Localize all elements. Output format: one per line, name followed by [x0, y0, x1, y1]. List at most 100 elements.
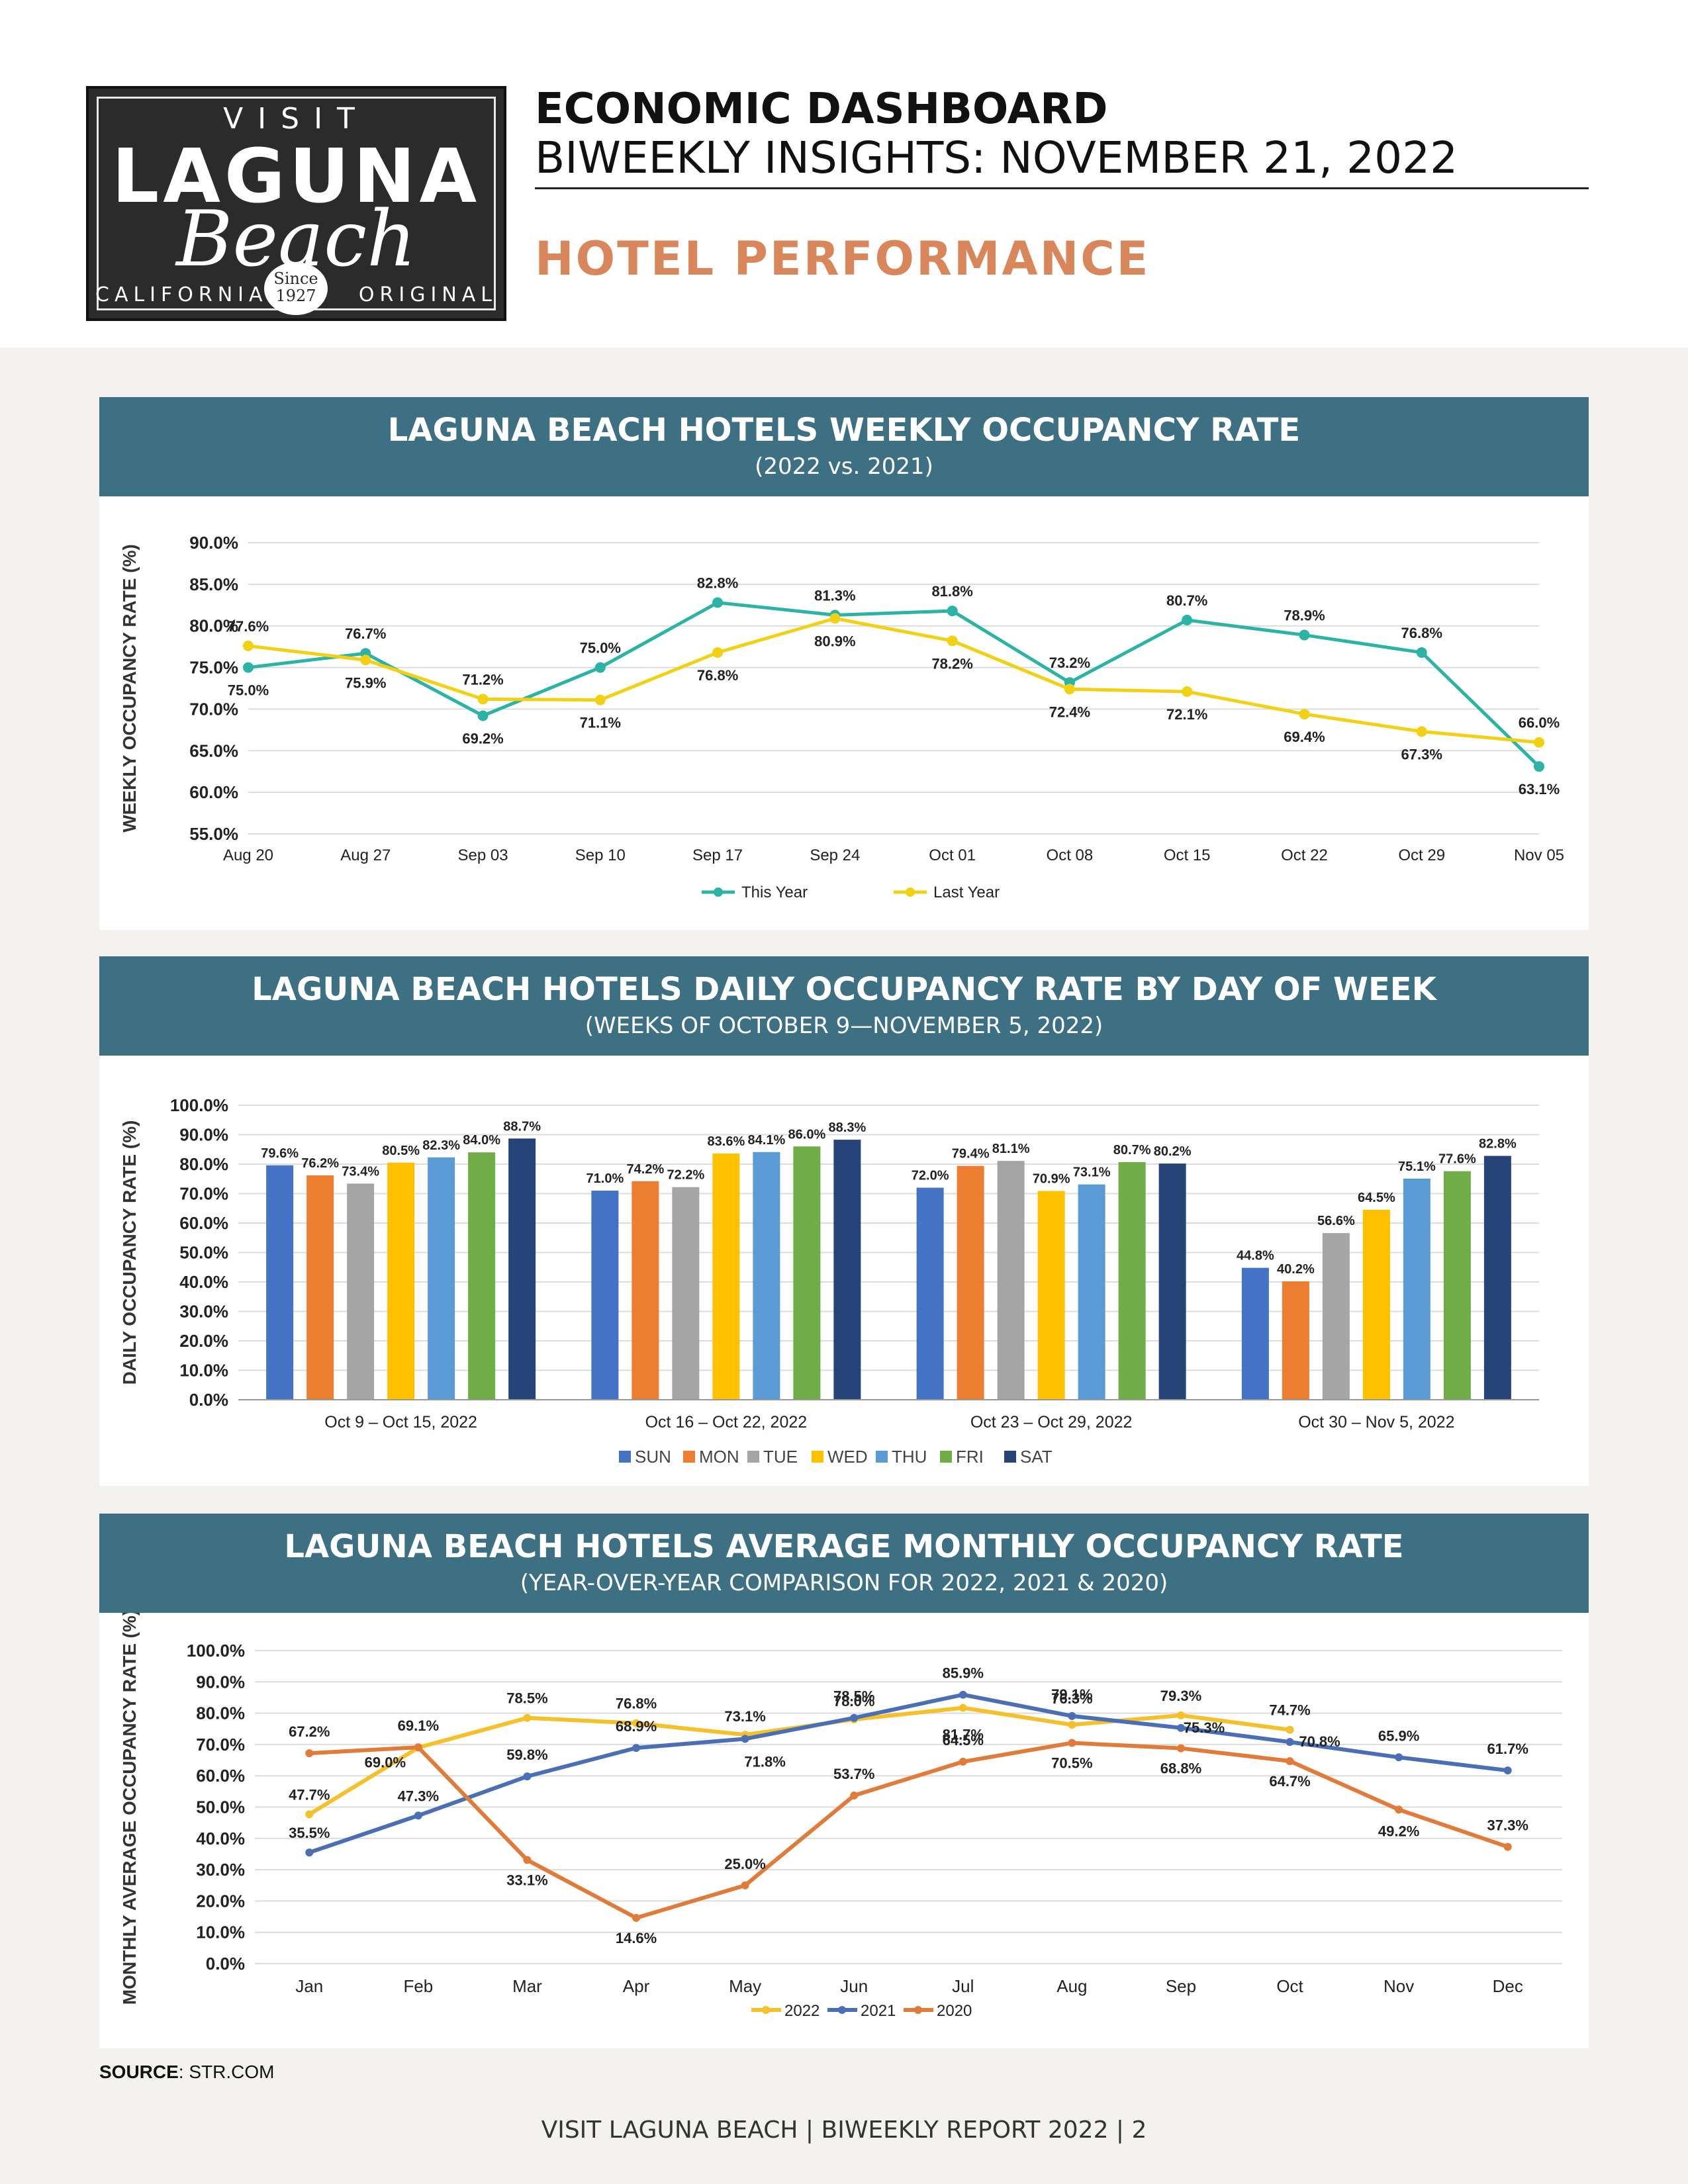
c2-data-label: 73.4%	[342, 1164, 379, 1179]
visit-laguna-beach-logo: VISIT LAGUNA Beach CALIFORNIA ORIGINAL S…	[86, 86, 506, 321]
c1-data-point	[594, 694, 606, 705]
c2-y-axis-title: DAILY OCCUPANCY RATE (%)	[119, 1120, 140, 1385]
c3-data-label: 73.1%	[724, 1708, 765, 1725]
c3-series-line-2021	[308, 1692, 1509, 1854]
c3-data-label: 71.8%	[744, 1753, 785, 1770]
c3-data-point	[1068, 1721, 1076, 1729]
c3-data-label: 37.3%	[1487, 1817, 1528, 1834]
c2-data-label: 75.1%	[1398, 1160, 1436, 1174]
c3-data-label: 69.1%	[398, 1717, 439, 1734]
c1-data-point	[829, 613, 841, 624]
c3-data-label: 76.3%	[1051, 1690, 1092, 1707]
c1-x-tick-label: Oct 29	[1398, 846, 1445, 864]
c1-data-point	[477, 710, 489, 721]
c2-data-label: 80.7%	[1113, 1143, 1151, 1158]
c3-legend-marker	[762, 2006, 770, 2014]
c2-bar	[468, 1152, 496, 1400]
c2-data-label: 72.0%	[912, 1169, 949, 1183]
logo-year-text: 1927	[275, 287, 316, 305]
c3-data-label: 14.6%	[616, 1930, 657, 1946]
c3-x-tick-label: Jul	[952, 1976, 974, 1996]
source-label: SOURCE	[99, 2062, 179, 2082]
c2-bar	[266, 1165, 294, 1400]
c2-data-label: 88.7%	[503, 1119, 541, 1134]
c3-data-point	[1176, 1723, 1185, 1732]
c3-data-label: 78.5%	[833, 1688, 874, 1705]
c3-data-label: 47.3%	[398, 1788, 439, 1804]
c1-legend-marker	[714, 887, 723, 897]
c1-y-tick-label: 60.0%	[189, 782, 238, 802]
c2-data-label: 74.2%	[627, 1162, 665, 1177]
c3-data-label: 79.1%	[1051, 1686, 1092, 1703]
c1-data-point	[360, 655, 371, 666]
c1-y-tick-label: 85.0%	[189, 574, 238, 594]
c1-data-label: 77.6%	[228, 618, 269, 635]
c3-x-tick-label: Jun	[840, 1976, 868, 1996]
c1-data-point	[1416, 726, 1427, 737]
c1-series-line-last-year	[248, 616, 1540, 745]
c3-y-tick-label: 10.0%	[196, 1923, 245, 1942]
c1-x-tick-label: Oct 22	[1281, 846, 1328, 864]
c3-data-label: 79.3%	[1160, 1688, 1201, 1704]
c3-data-label: 74.7%	[1269, 1702, 1310, 1719]
chart2-header: LAGUNA BEACH HOTELS DAILY OCCUPANCY RATE…	[99, 956, 1589, 1056]
c2-data-label: 72.2%	[667, 1168, 705, 1183]
c3-data-point	[959, 1704, 967, 1712]
c2-y-tick-label: 20.0%	[179, 1331, 228, 1351]
c1-series-line-this-year	[248, 600, 1540, 768]
c2-bar	[1078, 1184, 1105, 1400]
c3-data-point	[414, 1811, 422, 1820]
c2-bar	[1118, 1161, 1146, 1400]
c3-data-point	[1286, 1738, 1294, 1747]
c2-bar	[591, 1191, 619, 1400]
c2-data-label: 83.6%	[708, 1134, 745, 1149]
c1-data-point	[1299, 708, 1310, 719]
c1-data-point	[1534, 761, 1544, 772]
c1-data-point	[1416, 647, 1427, 658]
c3-y-tick-label: 0.0%	[206, 1954, 245, 1974]
c2-legend-label: MON	[699, 1447, 739, 1467]
c1-data-point	[947, 606, 958, 617]
c2-data-label: 76.2%	[301, 1156, 339, 1171]
c2-bar	[997, 1161, 1025, 1400]
c1-data-point	[712, 647, 724, 658]
c1-data-point	[243, 640, 254, 651]
c1-data-label: 75.0%	[228, 682, 269, 699]
c3-data-label: 53.7%	[833, 1766, 874, 1782]
c1-data-label: 80.9%	[814, 633, 855, 649]
c2-bar	[672, 1187, 700, 1400]
c1-y-tick-label: 55.0%	[189, 824, 238, 844]
c1-data-point	[1064, 684, 1075, 695]
c3-data-point	[523, 1856, 532, 1864]
c3-data-point	[1068, 1711, 1076, 1720]
c2-bar	[306, 1175, 334, 1400]
c2-bar	[1322, 1233, 1350, 1400]
c3-data-point	[1286, 1756, 1294, 1765]
c3-y-tick-label: 80.0%	[196, 1704, 245, 1723]
c3-y-tick-label: 50.0%	[196, 1797, 245, 1817]
c3-data-point	[305, 1848, 314, 1857]
c3-data-point	[305, 1810, 314, 1819]
c2-bar	[632, 1181, 659, 1400]
c2-data-label: 88.3%	[829, 1120, 867, 1135]
c3-data-label: 25.0%	[724, 1856, 765, 1872]
c2-bar	[916, 1187, 944, 1400]
c2-legend-swatch	[812, 1451, 823, 1463]
c3-y-axis-title: MONTHLY AVERAGE OCCUPANCY RATE (%)	[119, 1613, 140, 2005]
c2-bar	[1158, 1163, 1186, 1400]
c3-data-point	[1503, 1766, 1512, 1775]
c1-x-tick-label: Nov 05	[1514, 846, 1564, 864]
c3-data-label: 67.2%	[289, 1723, 330, 1740]
chart3-subtitle: (YEAR-OVER-YEAR COMPARISON FOR 2022, 202…	[520, 1570, 1168, 1596]
c1-x-tick-label: Sep 24	[810, 846, 860, 864]
c3-data-point	[632, 1744, 641, 1752]
c1-x-tick-label: Aug 20	[223, 846, 273, 864]
logo-original-text: ORIGINAL	[358, 283, 497, 306]
c2-bar	[508, 1138, 536, 1400]
c2-data-label: 56.6%	[1317, 1214, 1355, 1228]
c3-x-tick-label: May	[729, 1976, 761, 1996]
c2-bar	[753, 1152, 780, 1400]
c2-legend-label: SAT	[1020, 1447, 1053, 1467]
c2-data-label: 86.0%	[788, 1127, 826, 1142]
c1-data-point	[712, 597, 724, 608]
